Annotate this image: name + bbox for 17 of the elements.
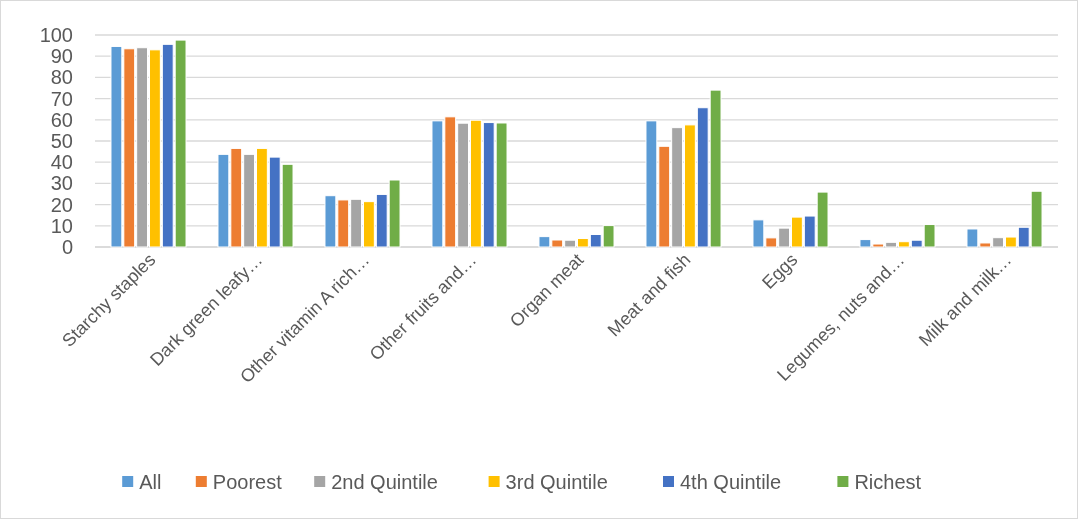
legend-label: Poorest — [212, 471, 283, 493]
legend-label: All — [139, 471, 162, 493]
y-tick-label: 70 — [50, 87, 73, 110]
y-tick-label: 100 — [39, 24, 73, 46]
y-tick-label: 20 — [50, 193, 73, 216]
y-tick-label: 80 — [50, 66, 73, 89]
y-tick-label: 10 — [50, 214, 73, 237]
legend-label: 3rd Quintile — [505, 471, 608, 493]
y-tick-label: 60 — [50, 108, 73, 131]
y-tick-label: 40 — [50, 151, 73, 174]
legend-label: 4th Quintile — [680, 471, 782, 493]
y-tick-label: 30 — [50, 172, 73, 195]
legend-label: 2nd Quintile — [331, 471, 438, 493]
y-tick-label: 50 — [50, 130, 73, 152]
y-tick-label: 0 — [61, 236, 73, 258]
y-tick-label: 90 — [50, 45, 73, 68]
legend-label: Richest — [854, 471, 922, 493]
